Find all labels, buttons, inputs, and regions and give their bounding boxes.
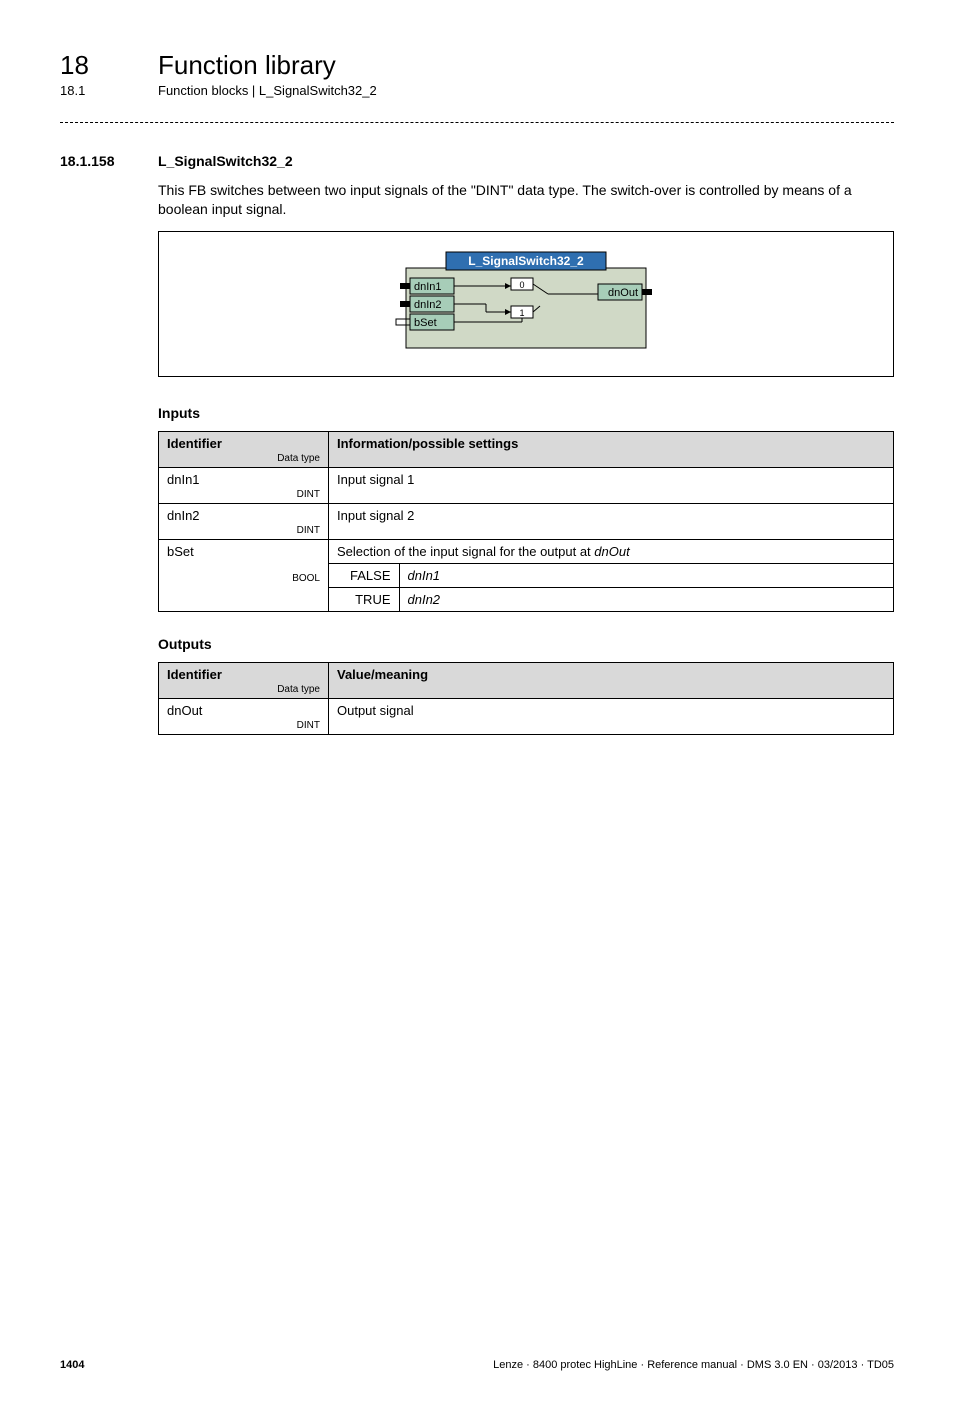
port-bset-label: bSet (414, 317, 437, 329)
bset-options-table: FALSE dnIn1 TRUE dnIn2 (329, 564, 893, 611)
table-row: dnOut DINT Output signal (159, 698, 894, 734)
opt-key: FALSE (329, 564, 399, 588)
port-in2-stub (400, 301, 410, 307)
subsection-number: 18.1.158 (60, 153, 134, 169)
bset-options-cell: FALSE dnIn1 TRUE dnIn2 (329, 563, 894, 611)
outputs-th-identifier-label: Identifier (167, 667, 222, 682)
ident-dtype: DINT (167, 489, 320, 500)
chapter-number: 18 (60, 50, 134, 81)
inputs-th-identifier-label: Identifier (167, 436, 222, 451)
outputs-table: Identifier Data type Value/meaning dnOut… (158, 662, 894, 735)
table-row: dnIn1 DINT Input signal 1 (159, 467, 894, 503)
table-row: dnIn2 DINT Input signal 2 (159, 503, 894, 539)
port-out-label: dnOut (608, 287, 638, 299)
divider (60, 122, 894, 123)
ident-cell: dnIn2 DINT (159, 503, 329, 539)
ident-dtype: DINT (167, 720, 320, 731)
ident-cell: dnIn1 DINT (159, 467, 329, 503)
info-cell: Input signal 1 (329, 467, 894, 503)
opt-val: dnIn1 (399, 564, 893, 588)
block-diagram-frame: L_SignalSwitch32_2 dnIn1 dnIn2 bSet 0 1 (158, 231, 894, 377)
info-cell: Selection of the input signal for the ou… (329, 539, 894, 563)
inputs-heading: Inputs (158, 405, 894, 421)
ident-name: dnOut (167, 703, 202, 718)
ident-dtype: BOOL (167, 573, 320, 584)
switch-label-0: 0 (519, 280, 524, 290)
port-in1-label: dnIn1 (414, 281, 442, 293)
outputs-th-identifier: Identifier Data type (159, 662, 329, 698)
ident-cell: bSet BOOL (159, 539, 329, 611)
ident-dtype: DINT (167, 525, 320, 536)
page-footer: 1404 Lenze · 8400 protec HighLine · Refe… (0, 1359, 954, 1401)
inputs-table: Identifier Data type Information/possibl… (158, 431, 894, 612)
opt-key: TRUE (329, 587, 399, 611)
bset-info-italic: dnOut (594, 544, 629, 559)
footer-right-text: Lenze · 8400 protec HighLine · Reference… (493, 1359, 894, 1371)
outputs-heading: Outputs (158, 636, 894, 652)
subsection-title: L_SignalSwitch32_2 (158, 153, 293, 169)
table-row: bSet BOOL Selection of the input signal … (159, 539, 894, 563)
port-in2-label: dnIn2 (414, 299, 442, 311)
section-number: 18.1 (60, 83, 134, 98)
section-header: 18.1 Function blocks | L_SignalSwitch32_… (60, 83, 894, 98)
ident-cell: dnOut DINT (159, 698, 329, 734)
switch-label-1: 1 (519, 308, 524, 318)
inputs-th-datatype-label: Data type (277, 453, 320, 464)
inputs-th-identifier: Identifier Data type (159, 431, 329, 467)
opt-val: dnIn2 (399, 587, 893, 611)
port-in1-stub (400, 283, 410, 289)
inputs-th-info: Information/possible settings (329, 431, 894, 467)
outputs-th-datatype-label: Data type (277, 684, 320, 695)
intro-paragraph: This FB switches between two input signa… (158, 181, 894, 219)
block-diagram: L_SignalSwitch32_2 dnIn1 dnIn2 bSet 0 1 (336, 246, 716, 356)
ident-name: dnIn2 (167, 508, 200, 523)
outputs-th-info: Value/meaning (329, 662, 894, 698)
ident-name: dnIn1 (167, 472, 200, 487)
ident-name: bSet (167, 544, 194, 559)
info-cell: Input signal 2 (329, 503, 894, 539)
bset-info-text: Selection of the input signal for the ou… (337, 544, 594, 559)
port-out-stub (642, 289, 652, 295)
chapter-title: Function library (158, 50, 336, 81)
page-number: 1404 (60, 1359, 84, 1371)
subsection-header: 18.1.158 L_SignalSwitch32_2 (60, 153, 894, 169)
section-title: Function blocks | L_SignalSwitch32_2 (158, 83, 377, 98)
chapter-header: 18 Function library (60, 50, 894, 81)
info-cell: Output signal (329, 698, 894, 734)
fb-title-text: L_SignalSwitch32_2 (468, 254, 584, 268)
